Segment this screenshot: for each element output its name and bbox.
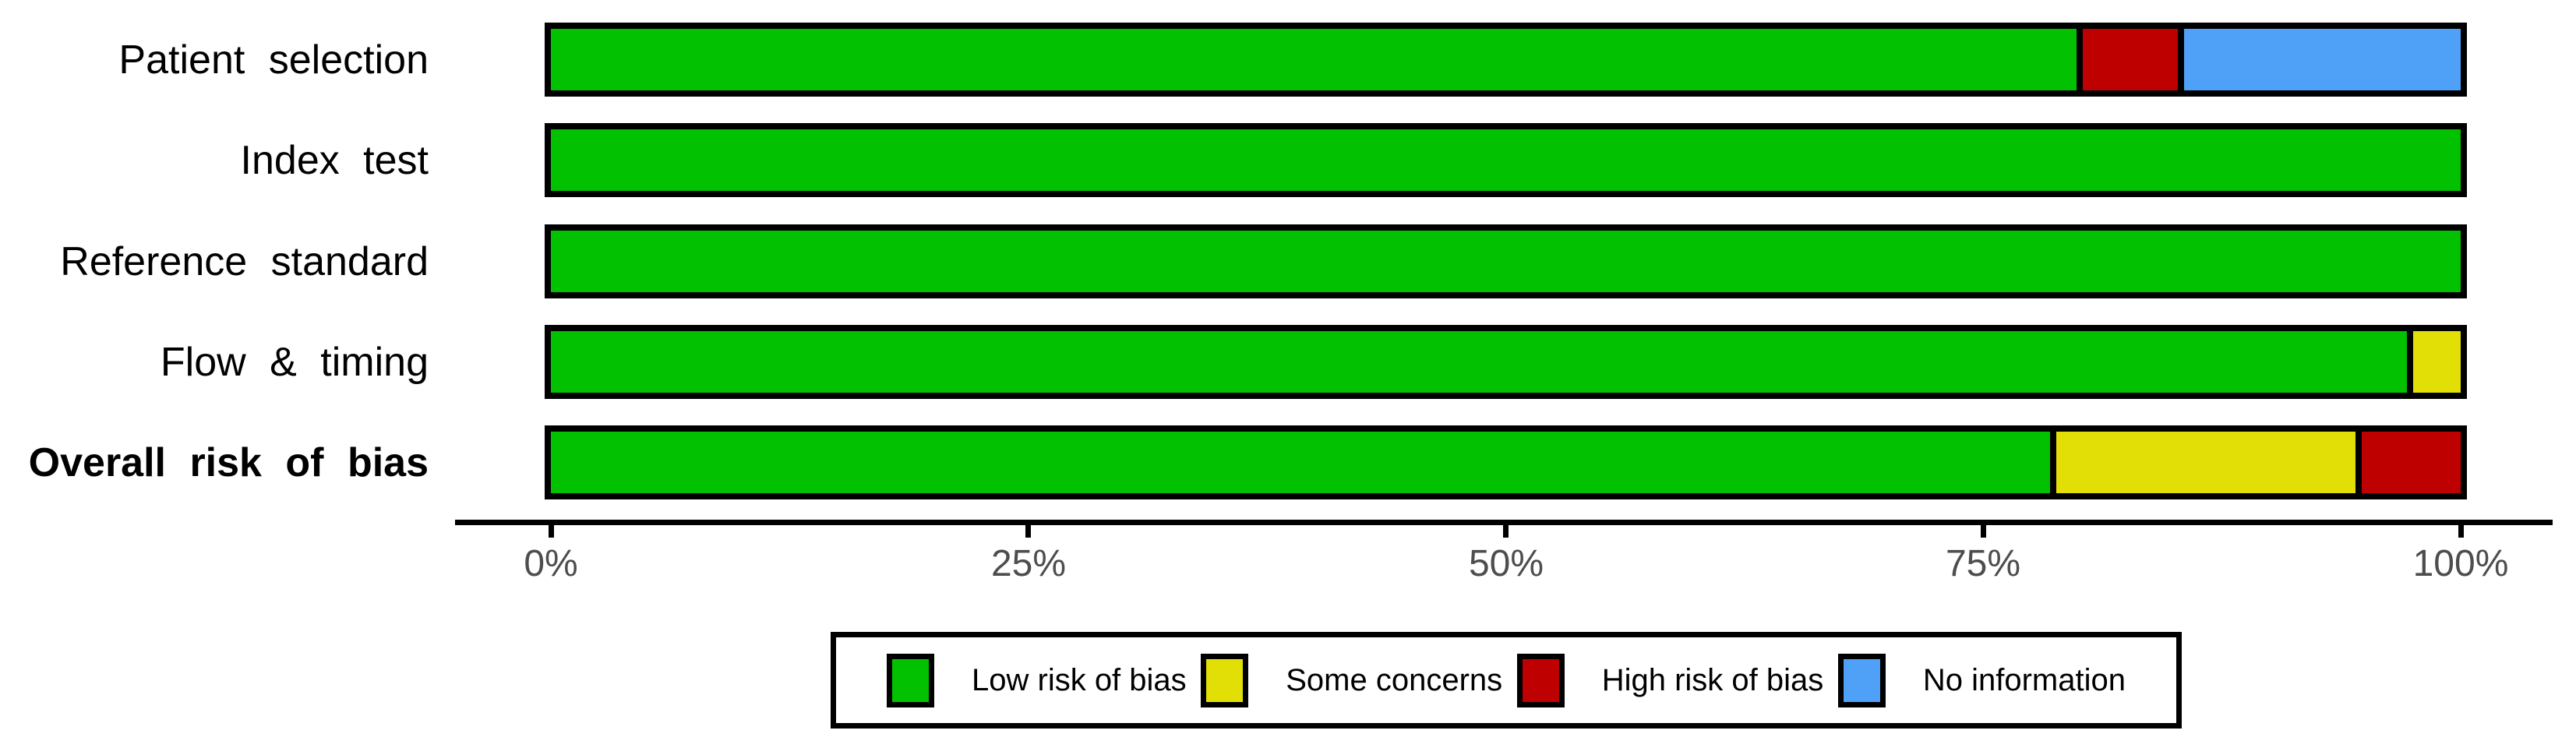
x-axis-tick — [1981, 525, 1986, 538]
legend-label-high: High risk of bias — [1601, 662, 1824, 697]
legend-swatch-high — [1516, 653, 1565, 707]
bar-index-test — [545, 123, 2467, 197]
x-axis-tick-label: 25% — [990, 543, 1067, 584]
legend-item-no_info: No information — [1837, 653, 2126, 707]
bar-segment-some — [2050, 432, 2356, 493]
category-label-patient-selection: Patient selection — [118, 37, 429, 83]
category-label-overall-risk-of-bias: Overall risk of bias — [28, 439, 429, 485]
legend-swatch-some — [1201, 653, 1249, 707]
x-axis-tick — [1025, 525, 1031, 538]
x-axis-tick — [2458, 525, 2464, 538]
bar-reference-standard — [545, 224, 2467, 298]
category-label-reference-standard: Reference standard — [60, 238, 429, 284]
legend-label-no_info: No information — [1922, 662, 2126, 697]
bar-segment-low — [551, 29, 2077, 90]
legend: Low risk of bias Some concerns High risk o… — [831, 632, 2182, 729]
legend-item-low: Low risk of bias — [887, 653, 1187, 707]
category-label-index-test: Index test — [240, 137, 429, 183]
bar-segment-low — [551, 231, 2461, 292]
bar-patient-selection — [545, 23, 2467, 97]
legend-item-some: Some concerns — [1201, 653, 1503, 707]
x-axis-tick-label: 0% — [524, 543, 578, 584]
bar-segment-low — [551, 129, 2461, 191]
bar-segment-high — [2355, 432, 2461, 493]
legend-label-some: Some concerns — [1286, 662, 1503, 697]
category-label-flow-timing: Flow & timing — [160, 339, 429, 385]
bar-segment-some — [2407, 331, 2461, 393]
x-axis-tick-label: 75% — [1945, 543, 2021, 584]
legend-swatch-low — [887, 653, 934, 707]
bar-overall-risk-of-bias — [545, 425, 2467, 499]
legend-swatch-no_info — [1837, 653, 1886, 707]
bar-flow-timing — [545, 325, 2467, 399]
bar-segment-no_info — [2178, 29, 2461, 90]
x-axis-tick — [1503, 525, 1509, 538]
legend-label-low: Low risk of bias — [972, 662, 1187, 697]
x-axis-line — [455, 520, 2553, 525]
bar-segment-low — [551, 432, 2051, 493]
bar-segment-high — [2077, 29, 2179, 90]
bar-segment-low — [551, 331, 2408, 393]
x-axis-tick — [549, 525, 554, 538]
legend-item-high: High risk of bias — [1516, 653, 1824, 707]
x-axis-tick-label: 100% — [2412, 543, 2509, 584]
x-axis-tick-label: 50% — [1468, 543, 1544, 584]
